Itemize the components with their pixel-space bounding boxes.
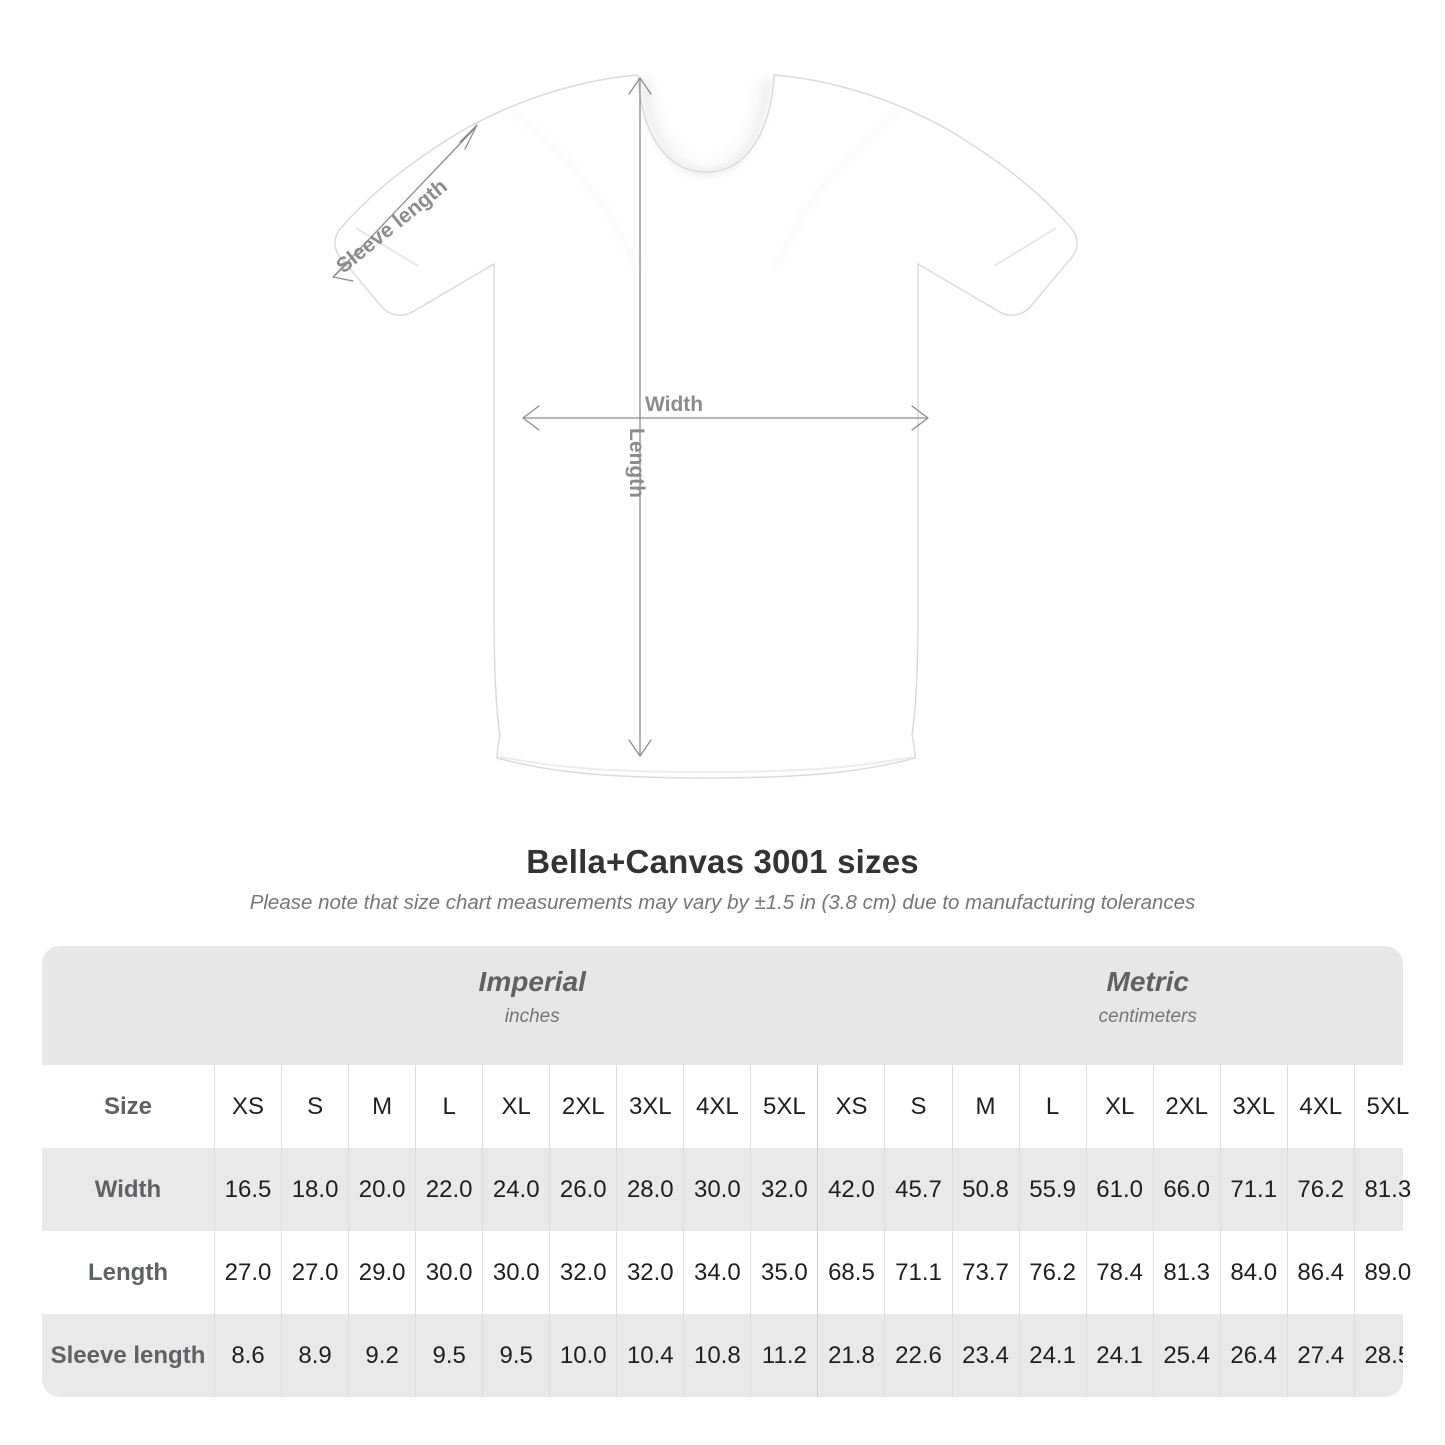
svg-text:Width: Width bbox=[645, 393, 703, 416]
